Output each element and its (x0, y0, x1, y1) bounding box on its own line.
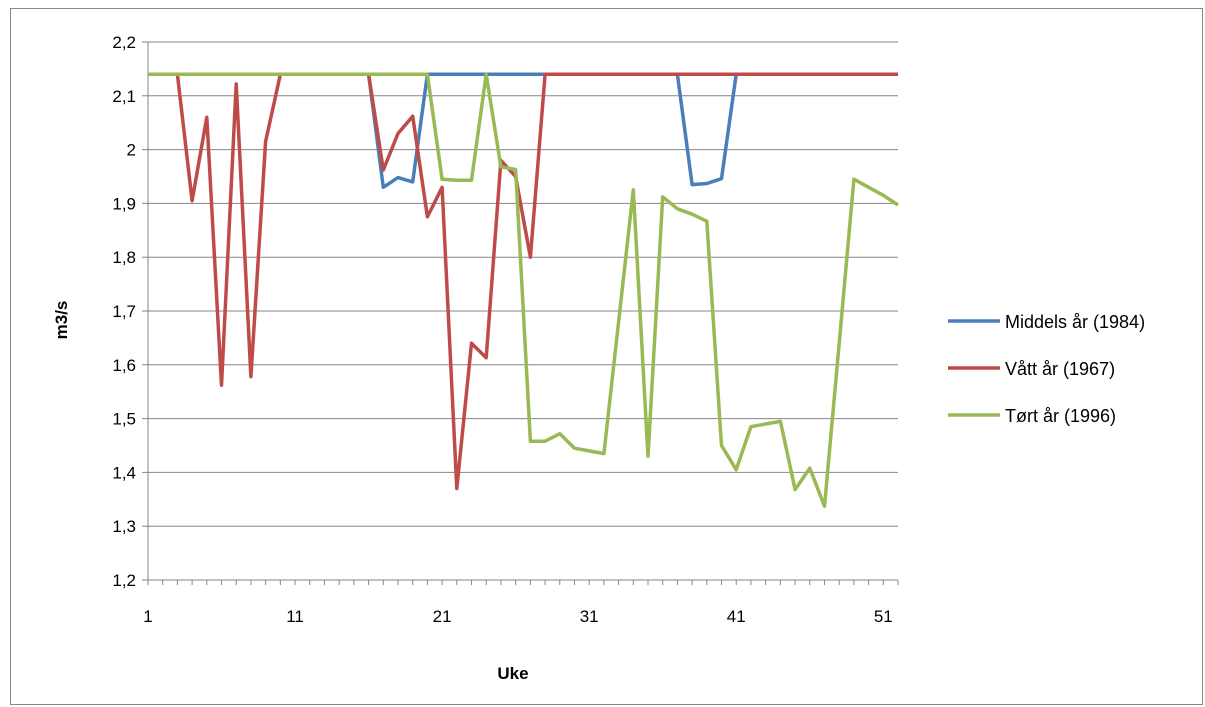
legend-label-3: Tørt år (1996) (1005, 406, 1116, 426)
y-tick-label: 1,5 (112, 410, 136, 429)
y-tick-label: 1,2 (112, 571, 136, 590)
x-axis-title: Uke (497, 664, 528, 683)
y-tick-label: 1,3 (112, 517, 136, 536)
x-tick-label: 1 (143, 607, 152, 626)
x-tick-label: 41 (727, 607, 746, 626)
line-chart: 1,21,31,41,51,61,71,81,922,12,2 1 11 21 31 4… (52, 33, 1145, 683)
x-tick-labels: 1 11 21 31 41 51 (143, 607, 892, 626)
x-tick-label: 51 (874, 607, 893, 626)
gridlines (142, 41, 899, 585)
y-tick-label: 1,4 (112, 463, 136, 482)
series-line-3 (148, 72, 899, 509)
y-tick-label: 1,7 (112, 302, 136, 321)
x-tick-label: 21 (433, 607, 452, 626)
series-line-1 (148, 72, 898, 190)
y-tick-label: 1,9 (112, 194, 136, 213)
y-tick-label: 2,2 (112, 33, 136, 52)
y-axis-title: m3/s (52, 301, 71, 340)
chart-area: 1,2 1,3 1,4 1,5 1,6 1,7 1,8 1,9 2 2,1 2,2 1 11 21 31 4… (10, 8, 1203, 705)
y-tick-label: 2,1 (112, 87, 136, 106)
legend: Middels år (1984) Vått år (1967) Tørt år (… (948, 312, 1145, 426)
series-lines (148, 72, 899, 509)
x-tick-label: 11 (286, 607, 304, 626)
y-tick-labels: 1,2 1,3 1,4 1,5 1,6 1,7 1,8 1,9 2 2,1 2,2 (112, 33, 136, 590)
y-tick-label: 1,6 (112, 356, 136, 375)
x-tick-label: 31 (580, 607, 599, 626)
legend-label-2: Vått år (1967) (1005, 359, 1115, 379)
axes (147, 42, 898, 581)
legend-label-1: Middels år (1984) (1005, 312, 1145, 332)
y-tick-label: 1,8 (112, 248, 136, 267)
y-tick-label: 2 (127, 141, 136, 160)
series-line-2 (148, 72, 898, 491)
